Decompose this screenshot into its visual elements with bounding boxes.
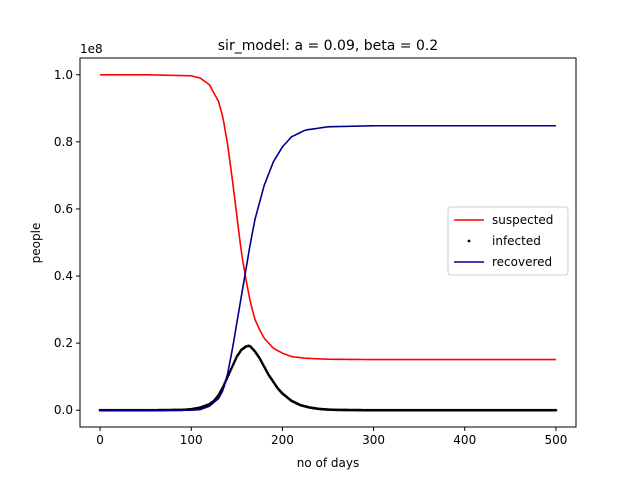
legend-recovered-label: recovered: [492, 255, 552, 269]
legend-infected-marker: [467, 239, 471, 243]
y-tick-label: 0.4: [54, 269, 73, 283]
data-point-infected: [228, 371, 231, 374]
x-tick-label: 0: [96, 433, 104, 447]
y-tick-label: 0.8: [54, 135, 73, 149]
axes-frame: [79, 57, 577, 428]
plot-area: [98, 73, 558, 412]
x-axis-label: no of days: [297, 456, 359, 470]
chart-title: sir_model: a = 0.09, beta = 0.2: [218, 38, 438, 54]
x-tick-label: 100: [180, 433, 203, 447]
data-point-infected: [234, 357, 238, 360]
x-tick-label: 200: [271, 433, 294, 447]
x-tick-label: 400: [453, 433, 476, 447]
data-point-infected: [232, 361, 236, 364]
legend-box: [447, 206, 569, 276]
series-line-recovered: [100, 124, 556, 412]
data-point-infected: [233, 359, 237, 362]
x-tick-label: 500: [544, 433, 567, 447]
y-tick-label: 1.0: [54, 68, 73, 82]
legend-suspected-label: suspected: [492, 213, 553, 227]
y-tick-label: 0.2: [54, 336, 73, 350]
data-point-infected: [554, 408, 558, 412]
y-tick-label: 0.0: [54, 403, 73, 417]
legend-infected-label: infected: [492, 234, 541, 248]
data-point-infected: [229, 369, 232, 372]
x-tick-label: 300: [362, 433, 385, 447]
data-point-infected: [231, 363, 235, 366]
y-offset-label: 1e8: [80, 42, 103, 56]
y-tick-label: 0.6: [54, 202, 73, 216]
data-point-infected: [230, 365, 234, 368]
y-axis-label: people: [29, 223, 43, 264]
data-point-infected: [230, 367, 233, 370]
legend: suspected infected recovered: [447, 206, 569, 276]
series-line-suspected: [100, 73, 556, 361]
axis-ticks: 0 100 200 300 400 500 0.0 0.2 0.4 0.6 0.8 1.0: [54, 68, 567, 447]
